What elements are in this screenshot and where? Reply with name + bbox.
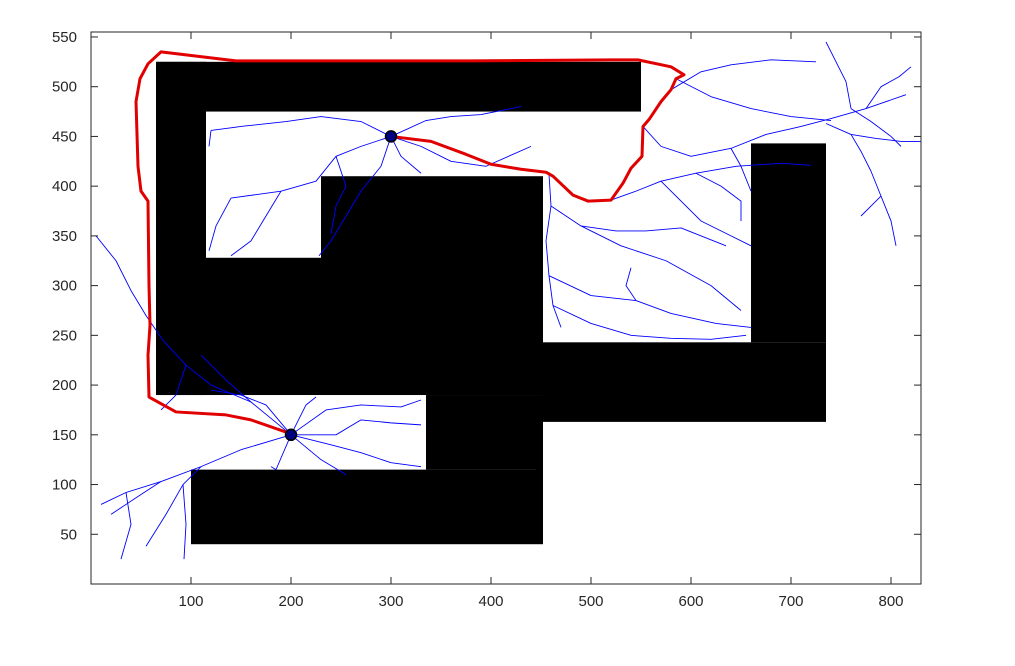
obstacle-block — [543, 342, 826, 422]
tree-branch — [291, 419, 422, 436]
tree-branch — [330, 156, 347, 234]
obstacle-block — [191, 469, 536, 545]
obstacle-block — [156, 257, 321, 396]
y-tick-label: 300 — [52, 278, 77, 295]
tree-branch — [552, 305, 747, 340]
tree-branch — [318, 136, 392, 257]
tree-branch — [545, 174, 562, 328]
x-axis-ticks: 100 200 300 400 500 600 700 800 — [178, 32, 904, 610]
tree-branch — [660, 180, 752, 247]
tree-branch — [625, 267, 637, 301]
y-axis-ticks: 50 100 150 200 250 300 350 400 450 500 550 — [52, 29, 921, 543]
planned-path-layer — [134, 50, 686, 436]
tree-branch — [210, 116, 392, 137]
y-tick-label: 350 — [52, 228, 77, 245]
tree-branch — [145, 466, 202, 547]
tree-branch — [182, 484, 187, 560]
tree-branch — [230, 136, 392, 199]
x-tick-label: 700 — [778, 593, 803, 610]
obstacle-layer — [156, 61, 826, 545]
x-tick-label: 500 — [578, 593, 603, 610]
tree-branch — [290, 434, 422, 468]
goal-point-marker — [384, 130, 398, 143]
rrt-tree-layer — [95, 41, 921, 560]
tree-branch — [825, 41, 852, 109]
x-tick-label: 600 — [678, 593, 703, 610]
tree-branch — [210, 389, 292, 436]
tree-branch — [230, 190, 282, 257]
tree-branch — [208, 130, 212, 147]
y-tick-label: 200 — [52, 377, 77, 394]
tree-branch — [110, 481, 162, 515]
x-tick-label: 800 — [878, 593, 903, 610]
tree-branch — [865, 66, 912, 109]
x-tick-label: 300 — [378, 593, 403, 610]
obstacle-block — [156, 61, 641, 112]
tree-branch — [850, 134, 897, 246]
axes-box — [90, 31, 922, 585]
tree-branch — [390, 106, 522, 137]
tree-branch — [670, 59, 817, 91]
endpoint-marker-layer — [284, 130, 398, 442]
y-tick-label: 50 — [60, 526, 77, 543]
tree-branch — [290, 399, 422, 436]
tree-branch — [695, 172, 742, 221]
tree-branch — [548, 275, 752, 328]
tree-branch — [730, 148, 752, 192]
tree-branch — [860, 195, 882, 217]
y-tick-label: 250 — [52, 327, 77, 344]
tree-branch — [580, 225, 727, 247]
x-tick-label: 400 — [478, 593, 503, 610]
tree-branch — [290, 434, 347, 475]
obstacle-block — [751, 143, 826, 343]
tree-branch — [390, 136, 422, 174]
tree-branch — [200, 354, 252, 403]
tree-branch — [675, 78, 832, 121]
y-tick-label: 150 — [52, 427, 77, 444]
tree-branch — [290, 396, 317, 436]
y-tick-label: 400 — [52, 178, 77, 195]
tree-branch — [208, 197, 232, 251]
tree-branch — [850, 108, 902, 147]
tree-branch — [550, 205, 742, 311]
y-tick-label: 500 — [52, 79, 77, 96]
tree-branch — [100, 434, 292, 505]
tree-branch — [270, 434, 292, 471]
obstacle-block — [321, 176, 543, 396]
tree-branch — [825, 123, 921, 142]
tree-branch — [642, 94, 907, 157]
obstacle-block — [426, 395, 543, 470]
tree-branch — [95, 235, 292, 436]
x-tick-label: 200 — [278, 593, 303, 610]
y-tick-label: 450 — [52, 128, 77, 145]
tree-branch — [120, 492, 132, 560]
tree-branch — [390, 136, 532, 167]
y-tick-label: 550 — [52, 29, 77, 46]
start-point-marker — [284, 428, 298, 442]
x-tick-label: 100 — [178, 593, 203, 610]
planned-path-line — [134, 50, 686, 436]
obstacle-block — [536, 421, 543, 545]
y-tick-label: 100 — [52, 477, 77, 494]
